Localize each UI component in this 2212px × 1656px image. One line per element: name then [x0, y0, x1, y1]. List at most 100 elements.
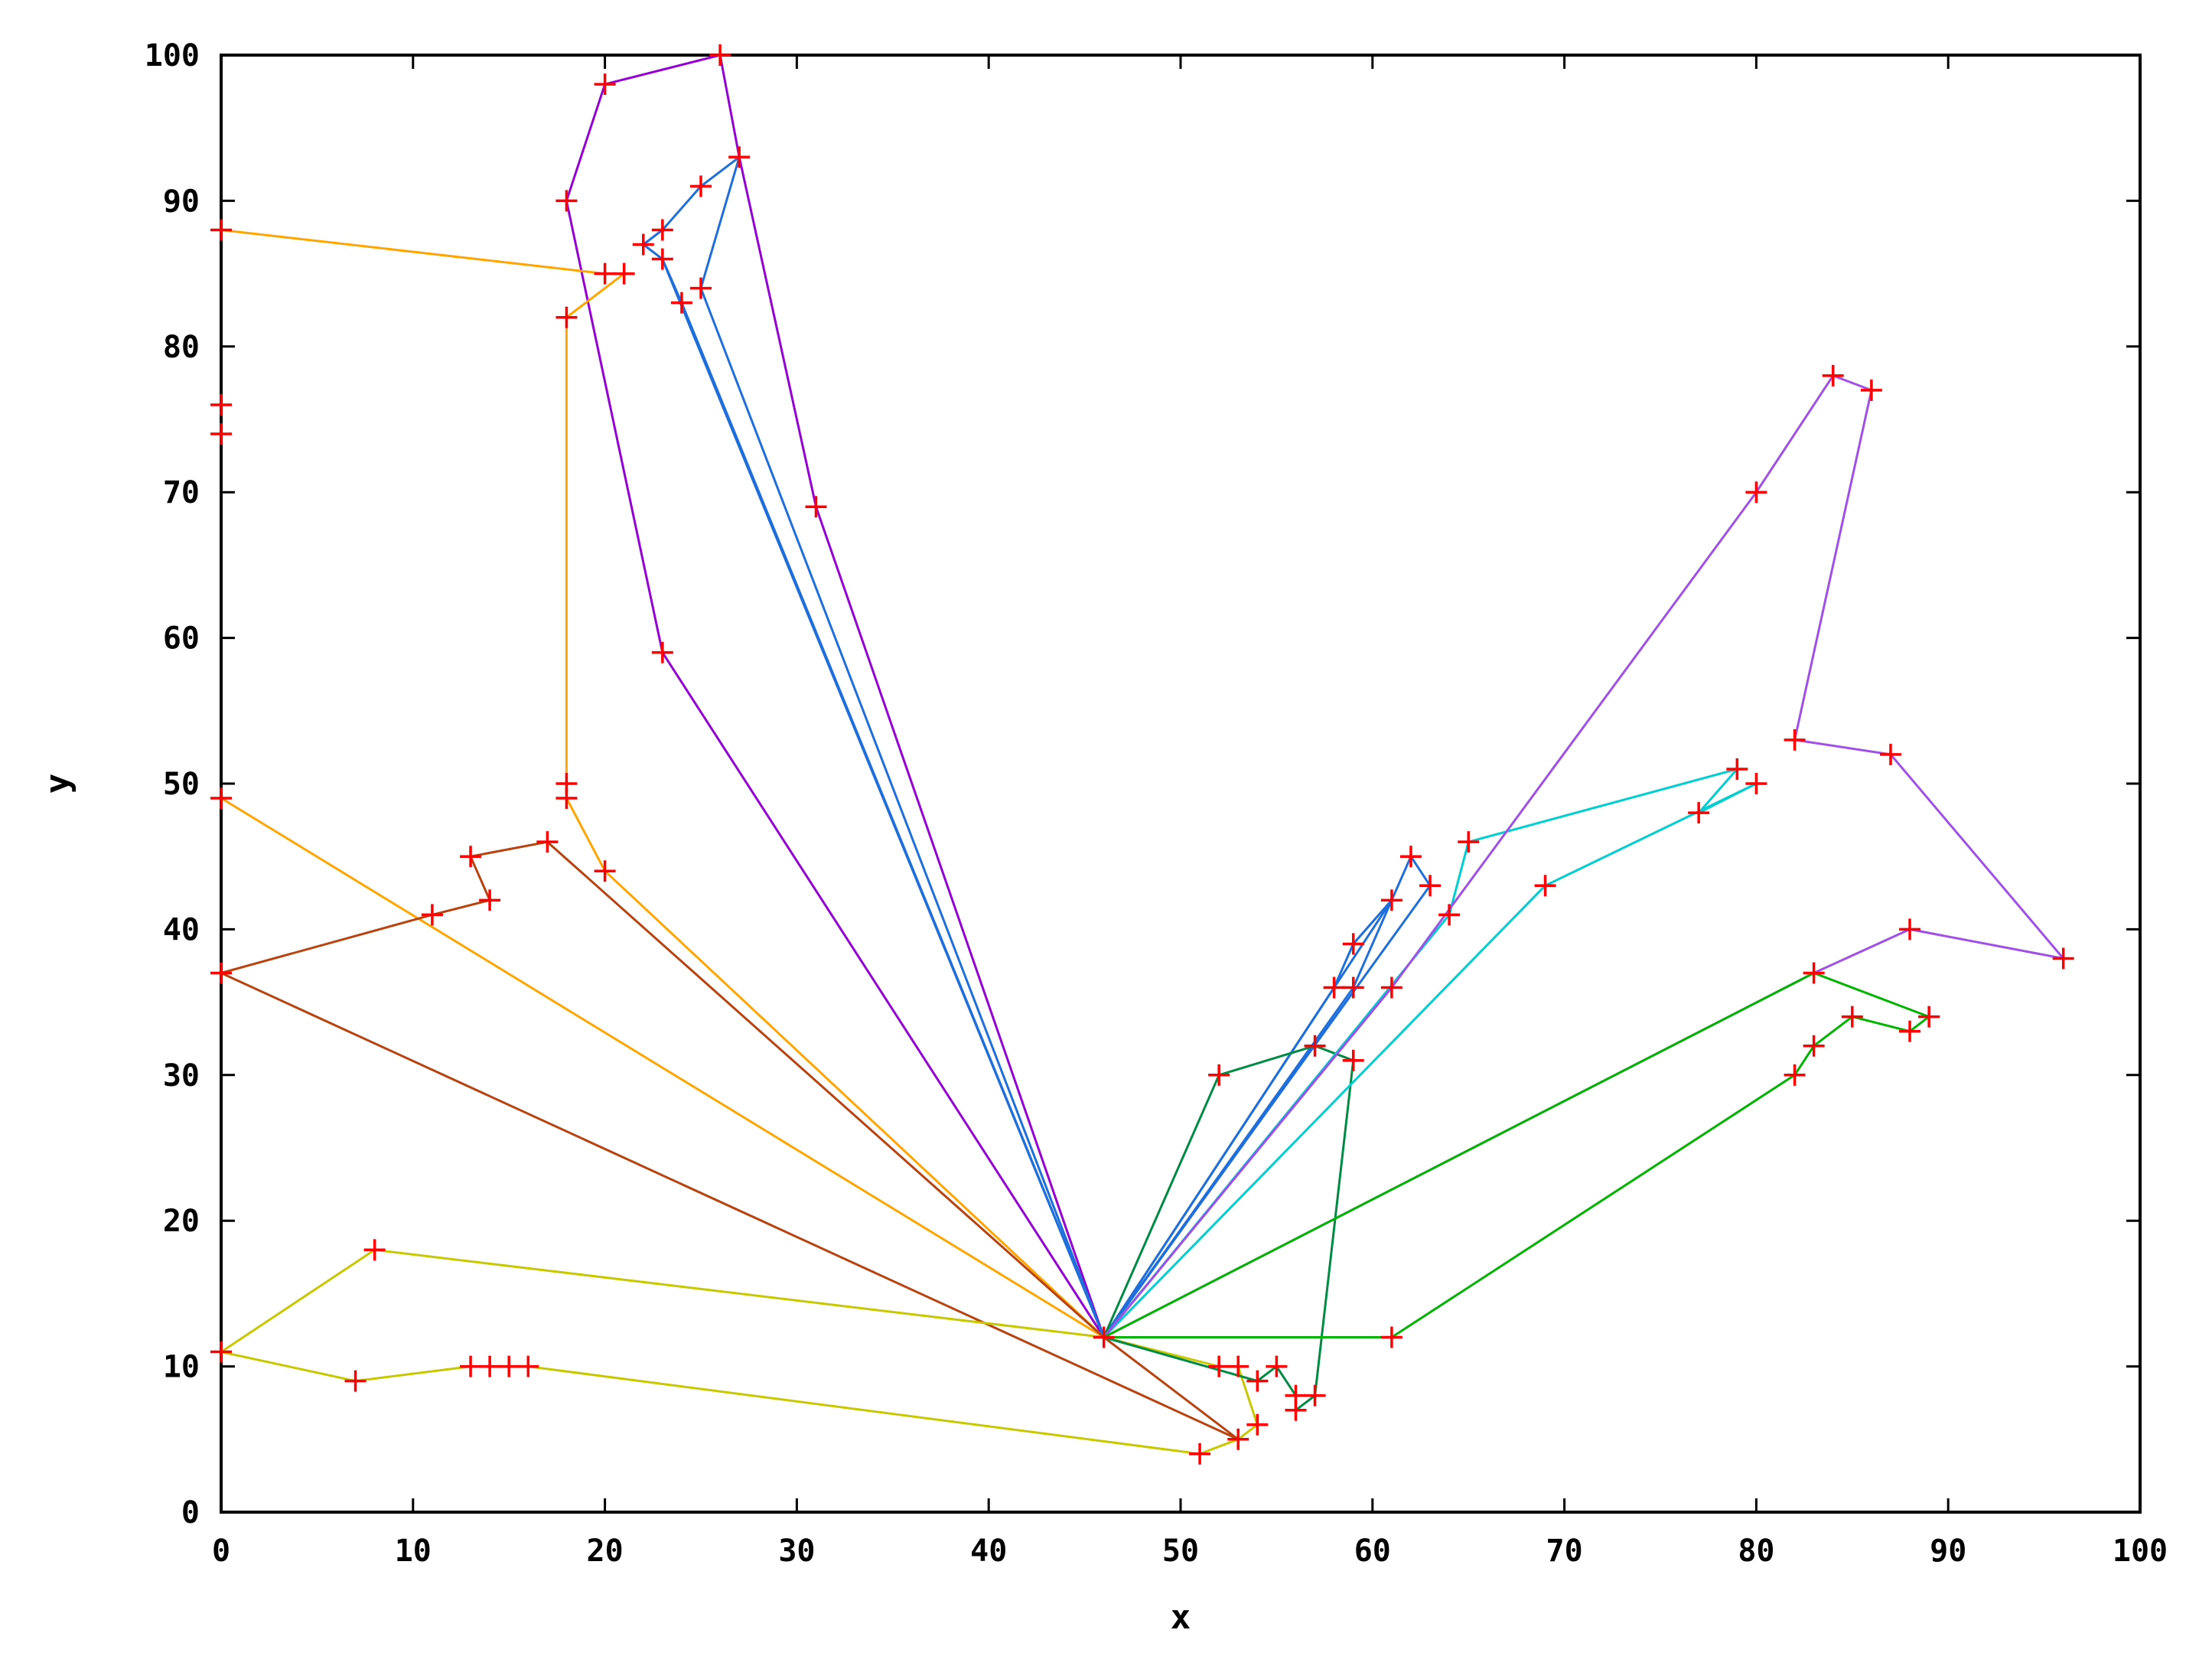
data-point-marker [1285, 1384, 1307, 1407]
data-point-marker [1093, 1326, 1115, 1348]
x-axis-title: x [1171, 1598, 1191, 1637]
data-point-marker [670, 292, 692, 314]
y-tick-label: 60 [163, 621, 200, 657]
data-point-marker [728, 146, 751, 168]
data-point-marker [709, 44, 731, 66]
data-point-marker [1323, 976, 1345, 999]
data-point-marker [1803, 962, 1825, 984]
data-point-marker [1438, 904, 1461, 926]
data-point-marker [2052, 947, 2074, 970]
data-point-marker [555, 306, 578, 328]
data-point-marker [479, 889, 501, 911]
data-point-marker [1879, 743, 1901, 765]
data-point-marker [1266, 1355, 1288, 1377]
data-markers [210, 44, 2074, 1465]
data-point-marker [498, 1355, 520, 1377]
data-point-marker [1688, 802, 1710, 824]
data-point-marker [1784, 1064, 1806, 1086]
series-line-1 [565, 54, 1106, 1338]
data-point-marker [1841, 1006, 1863, 1028]
data-point-marker [210, 423, 232, 445]
y-axis-title: y [38, 774, 77, 794]
y-tick-label: 30 [163, 1058, 200, 1094]
series-line-4 [220, 229, 1105, 1338]
data-series [220, 54, 2065, 1456]
data-point-marker [651, 248, 673, 270]
data-point-marker [613, 262, 635, 285]
x-tick-label: 0 [212, 1534, 230, 1569]
y-tick-label: 100 [145, 38, 200, 73]
data-point-marker [1342, 1049, 1364, 1071]
data-point-marker [210, 1341, 232, 1363]
y-tick-label: 70 [163, 475, 200, 510]
data-point-marker [555, 773, 578, 794]
data-point-marker [536, 831, 559, 853]
data-point-marker [460, 846, 482, 868]
data-point-marker [1304, 1035, 1326, 1057]
data-point-marker [1726, 758, 1748, 780]
x-tick-label: 10 [395, 1534, 432, 1569]
data-point-marker [594, 860, 616, 882]
data-point-marker [1246, 1370, 1269, 1392]
plot-frame [220, 54, 2142, 1514]
series-line-11 [1103, 768, 1758, 1338]
y-tick-label: 90 [163, 184, 200, 219]
data-point-marker [1899, 918, 1921, 940]
data-point-marker [421, 904, 443, 926]
data-point-marker [210, 962, 232, 984]
data-point-marker [1419, 875, 1442, 897]
series-line-7 [220, 1248, 1259, 1456]
data-point-marker [1745, 481, 1767, 504]
data-point-marker [594, 262, 616, 285]
x-tick-label: 50 [1162, 1534, 1199, 1569]
data-point-marker [1304, 1384, 1326, 1407]
y-tick-label: 20 [163, 1204, 200, 1239]
data-point-marker [1380, 1326, 1402, 1348]
series-line-9 [1103, 898, 1393, 1338]
data-point-marker [1822, 364, 1844, 386]
data-point-marker [1803, 1035, 1825, 1057]
x-tick-label: 40 [970, 1534, 1007, 1569]
y-tick-label: 50 [163, 767, 200, 802]
data-point-marker [1380, 976, 1402, 999]
data-point-marker [651, 641, 673, 663]
x-tick-label: 60 [1354, 1534, 1391, 1569]
x-tick-label: 70 [1546, 1534, 1583, 1569]
data-point-marker [344, 1370, 366, 1392]
y-tick-label: 0 [181, 1495, 200, 1530]
data-point-marker [1189, 1442, 1211, 1465]
data-point-marker [210, 219, 232, 241]
y-tick-label: 10 [163, 1350, 200, 1385]
data-point-marker [1399, 846, 1422, 868]
data-point-marker [1899, 1020, 1921, 1042]
data-point-marker [1784, 729, 1806, 751]
x-tick-label: 30 [778, 1534, 815, 1569]
data-point-marker [1534, 875, 1556, 897]
series-line-8 [1103, 855, 1432, 1338]
y-tick-label: 40 [163, 912, 200, 947]
data-point-marker [1208, 1064, 1230, 1086]
series-line-2 [642, 155, 1106, 1338]
series-line-13 [1103, 972, 1930, 1338]
data-point-marker [1860, 379, 1882, 401]
series-line-12 [1103, 374, 2065, 1338]
data-point-marker [517, 1355, 539, 1377]
data-point-marker [594, 73, 616, 96]
data-point-marker [210, 393, 232, 416]
x-tick-label: 80 [1738, 1534, 1774, 1569]
series-line-10 [1103, 1045, 1355, 1412]
data-point-marker [210, 787, 232, 810]
data-point-marker [690, 277, 712, 299]
x-tick-label: 90 [1930, 1534, 1966, 1569]
data-point-marker [1380, 889, 1402, 911]
data-point-marker [555, 190, 578, 212]
data-point-marker [1342, 933, 1364, 955]
data-point-marker [1246, 1413, 1269, 1436]
data-point-marker [1918, 1006, 1940, 1028]
data-point-marker [632, 233, 654, 256]
series-line-5 [220, 797, 1105, 1338]
data-point-marker [363, 1239, 386, 1261]
data-point-marker [479, 1355, 501, 1377]
y-tick-label: 80 [163, 330, 200, 365]
